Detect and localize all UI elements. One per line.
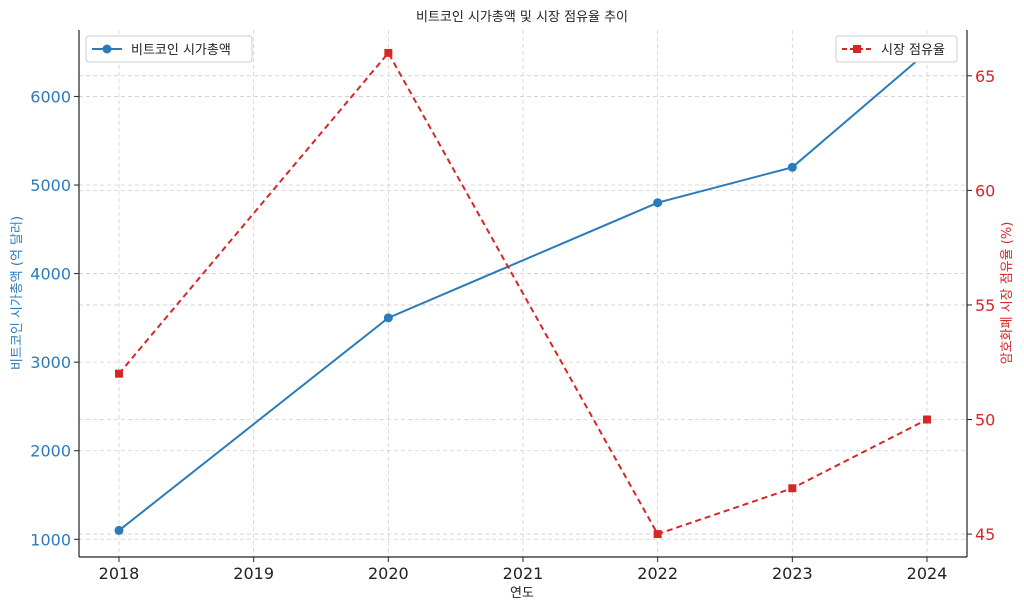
right-tick-label: 50 xyxy=(975,411,995,430)
point-market-cap xyxy=(383,313,393,323)
point-market-share xyxy=(384,48,393,57)
point-market-cap xyxy=(114,525,124,535)
point-market-share xyxy=(115,369,123,378)
x-axis-label: 연도 xyxy=(510,586,534,601)
chart-title: 비트코인 시가총액 및 시장 점유율 추이 xyxy=(416,10,628,25)
left-axis-label: 비트코인 시가총액 (억 달러) xyxy=(10,216,25,370)
grid xyxy=(79,30,967,557)
x-tick-label: 2018 xyxy=(99,564,140,583)
point-market-share xyxy=(653,530,662,539)
right-axis-label: 암호화폐 시장 점유율 (%) xyxy=(1000,222,1015,365)
legend-right-marker xyxy=(853,45,861,53)
right-tick-label: 65 xyxy=(975,67,995,86)
right-tick-label: 60 xyxy=(975,181,995,200)
legend-left-marker xyxy=(102,44,112,54)
left-tick-label: 4000 xyxy=(30,265,71,284)
point-market-cap xyxy=(787,162,797,172)
x-tick-label: 2019 xyxy=(233,564,274,583)
legend-left-box xyxy=(85,35,253,63)
legend-left: 비트코인 시가총액 xyxy=(85,35,253,63)
series-layer xyxy=(114,47,932,539)
left-tick-label: 6000 xyxy=(30,87,71,106)
series-line-market-share xyxy=(118,51,928,536)
x-tick-label: 2022 xyxy=(637,564,678,583)
left-tick-label: 5000 xyxy=(30,176,71,195)
legend-right-label: 시장 점유율 xyxy=(881,43,945,58)
x-tick-label: 2023 xyxy=(772,564,813,583)
left-tick-label: 3000 xyxy=(30,353,71,372)
x-tick-label: 2024 xyxy=(907,564,948,583)
axes: 2018 2019 2020 2021 2022 2023 2024 1000 2000 3000… xyxy=(30,30,995,583)
legend-right: 시장 점유율 xyxy=(835,35,958,63)
x-tick-label: 2021 xyxy=(503,564,544,583)
right-tick-label: 55 xyxy=(975,296,995,315)
left-tick-label: 2000 xyxy=(30,442,71,461)
x-tick-label: 2020 xyxy=(368,564,409,583)
legend-left-label: 비트코인 시가총액 xyxy=(131,43,231,58)
point-market-share xyxy=(923,415,931,424)
legend-right-box xyxy=(835,35,958,63)
point-market-cap xyxy=(653,198,663,208)
point-market-share xyxy=(788,484,797,493)
right-tick-label: 45 xyxy=(975,525,995,544)
left-tick-label: 1000 xyxy=(30,530,71,549)
